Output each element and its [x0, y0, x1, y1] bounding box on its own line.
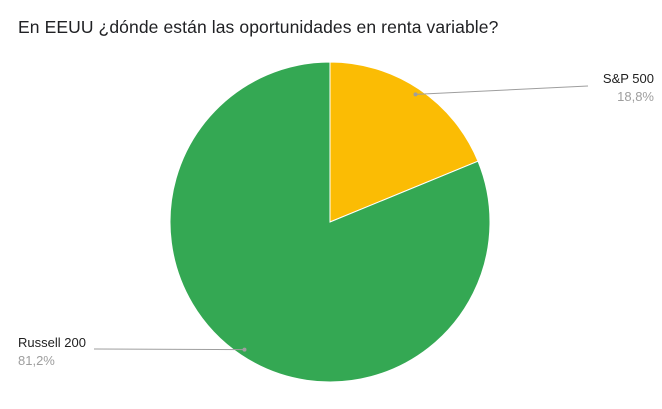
- slice-label-russell-200: Russell 200: [18, 335, 86, 350]
- pie-slice-russell-200: [169, 61, 491, 383]
- slice-percent-russell-200: 81,2%: [18, 353, 55, 369]
- callout-line-s-p-500: [415, 85, 589, 95]
- callout-russell: Russell 200 81,2%: [18, 334, 86, 371]
- slice-percent-sp500: 18,8%: [617, 89, 654, 105]
- chart-title: En EEUU ¿dónde están las oportunidades e…: [18, 17, 499, 37]
- callout-dot-s-p-500: [413, 92, 418, 97]
- pie-slice-s-p-500: [329, 61, 479, 223]
- slice-label-sp500: S&P 500: [602, 71, 654, 86]
- callout-dot-russell-200: [242, 347, 247, 352]
- callout-sp500: S&P 500 18,8%: [603, 70, 654, 107]
- callout-line-russell-200: [93, 348, 245, 351]
